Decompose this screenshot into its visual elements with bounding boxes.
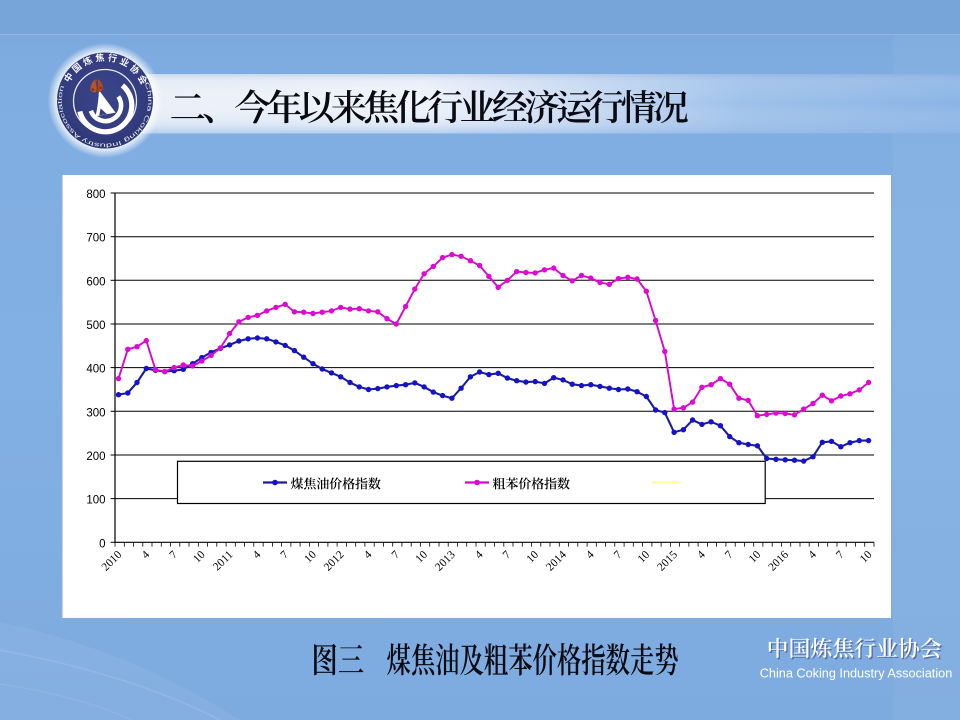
- svg-text:300: 300: [86, 407, 105, 419]
- svg-text:200: 200: [86, 451, 105, 463]
- svg-text:500: 500: [86, 320, 105, 332]
- svg-text:China Coking Industry Associat: China Coking Industry Association: [760, 666, 953, 681]
- svg-text:700: 700: [86, 233, 105, 245]
- svg-text:600: 600: [86, 276, 105, 288]
- svg-text:100: 100: [86, 495, 105, 507]
- svg-text:800: 800: [86, 189, 105, 201]
- svg-text:400: 400: [86, 364, 105, 376]
- svg-text:0: 0: [99, 538, 105, 550]
